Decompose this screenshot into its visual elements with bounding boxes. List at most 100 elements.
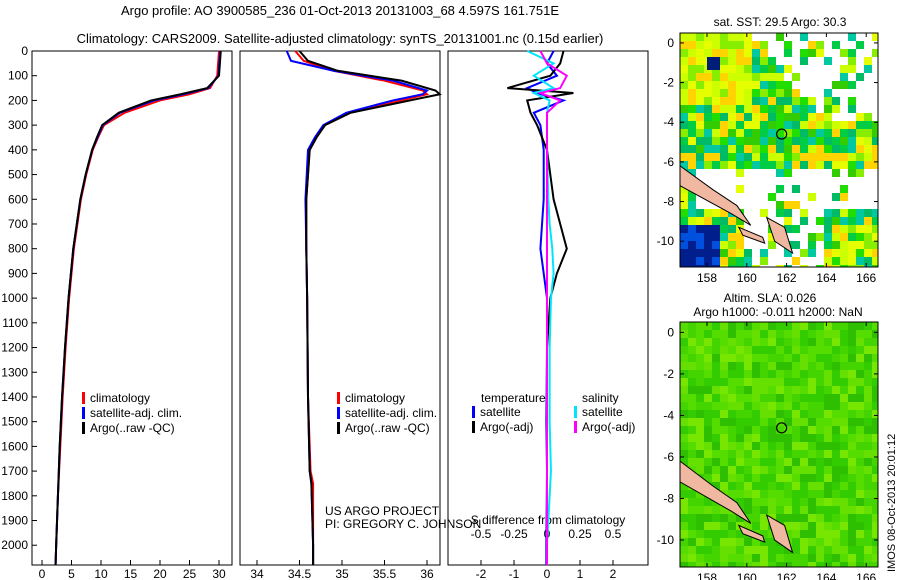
map-cell [768,482,776,490]
legend-swatch [337,392,340,404]
lat-tick-label: -4 [663,115,674,129]
map-cell [776,474,784,482]
map-cell [784,434,792,442]
map-cell [704,530,712,538]
map-cell [856,346,864,354]
map-cell [704,426,712,434]
map-cell [784,458,792,466]
map-cell [704,121,712,129]
map-cell [840,257,848,265]
map-cell [728,466,736,474]
map-cell [728,161,736,169]
map-cell [728,265,736,267]
map-cell [696,161,704,169]
map-cell [824,434,832,442]
map-cell [864,450,872,458]
map-cell [808,522,816,530]
map-cell [792,161,800,169]
map-cell [800,161,808,169]
map-cell [800,490,808,498]
map-cell [792,506,800,514]
map-cell [720,434,728,442]
map-cell [736,450,744,458]
map-cell [704,49,712,57]
map-cell [832,121,840,129]
map-cell [848,418,856,426]
map-cell [704,153,712,161]
map-cell [872,129,878,137]
map-cell [864,474,872,482]
map-cell [784,346,792,354]
map-cell [792,257,800,265]
map-cell [872,450,878,458]
map-cell [760,81,768,89]
lat-tick-label: -6 [663,155,674,169]
map-cell [704,346,712,354]
map-cell [760,506,768,514]
map-cell [736,322,744,330]
map-cell [696,73,704,81]
map-cell [848,145,856,153]
map-cell [744,129,752,137]
map-cell [808,410,816,418]
legend-label: climatology [90,391,150,405]
map-cell [808,546,816,554]
map-cell [688,322,696,330]
map-cell [728,241,736,249]
map-cell [792,450,800,458]
map-cell [704,209,712,217]
map-cell [736,81,744,89]
map-cell [704,89,712,97]
map-cell [792,145,800,153]
map-cell [840,442,848,450]
map-cell [680,113,688,121]
map-cell [808,346,816,354]
map-cell [832,338,840,346]
map-cell [864,257,872,265]
map-cell [688,458,696,466]
map-cell [824,442,832,450]
map-cell [864,129,872,137]
map-cell [872,490,878,498]
lat-tick-label: -10 [657,533,675,547]
map-cell [736,402,744,410]
map-cell [832,217,840,225]
map-cell [696,265,704,267]
map-cell [856,554,864,562]
map-cell [768,81,776,89]
map-cell [712,225,720,233]
map-cell [744,362,752,370]
map-cell [768,402,776,410]
map-cell [712,514,720,522]
map-cell [864,386,872,394]
map-cell [864,362,872,370]
map-cell [752,322,760,330]
map-cell [784,161,792,169]
map-cell [784,530,792,538]
map-cell [744,57,752,65]
map-cell [776,33,784,41]
map-cell [744,442,752,450]
lat-tick-label: -2 [663,76,674,90]
map-cell [688,225,696,233]
map-cell [736,137,744,145]
map-cell [840,49,848,57]
map-cell [792,121,800,129]
map-cell [728,57,736,65]
map-cell [688,89,696,97]
map-cell [840,330,848,338]
map-cell [776,450,784,458]
map-cell [704,378,712,386]
map-cell [696,442,704,450]
map-cell [824,394,832,402]
map-cell [776,346,784,354]
map-cell [776,498,784,506]
float-position-marker [776,128,788,140]
map-cell [840,121,848,129]
map-cell [680,81,688,89]
series-line-climatology [54,50,220,566]
map-cell [736,169,744,177]
map-cell [752,498,760,506]
map-cell [800,474,808,482]
map-cell [712,153,720,161]
